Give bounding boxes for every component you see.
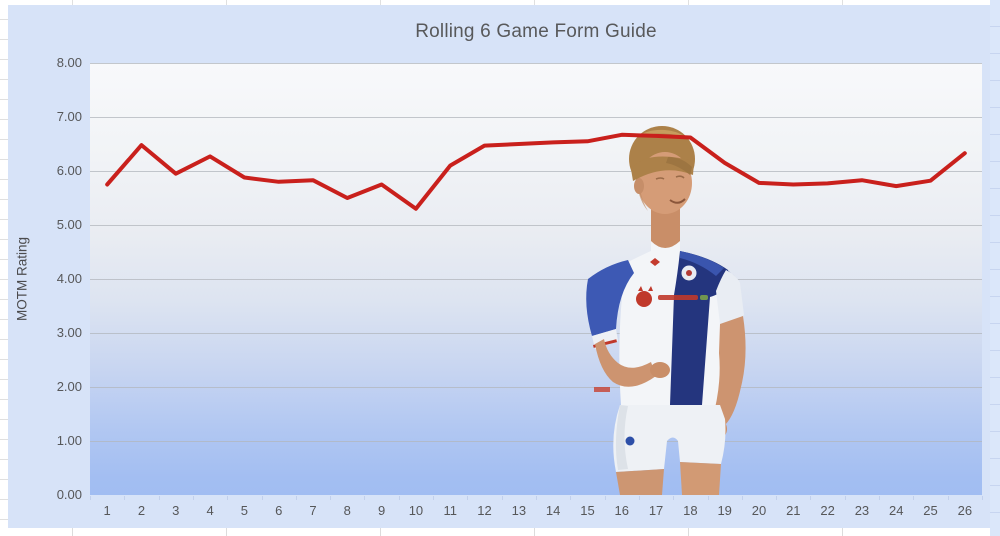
y-axis-tick-label: 4.00 xyxy=(56,271,82,286)
x-axis-tick-mark xyxy=(227,496,229,500)
x-axis-tick-label: 19 xyxy=(717,503,732,518)
x-axis-tick-label: 4 xyxy=(206,503,214,518)
x-axis-tick-label: 16 xyxy=(614,503,629,518)
x-axis-tick-label: 26 xyxy=(957,503,973,518)
x-axis-tick-label: 3 xyxy=(172,503,180,518)
x-axis-tick-mark xyxy=(467,496,469,500)
x-axis-tick-mark xyxy=(192,496,194,500)
x-axis-tick-label: 15 xyxy=(580,503,595,518)
x-axis-tick-label: 11 xyxy=(443,503,457,518)
x-axis-tick-mark xyxy=(741,496,743,500)
gridline xyxy=(90,279,982,280)
x-axis-tick-label: 7 xyxy=(309,503,317,518)
y-axis-tick-label: 2.00 xyxy=(56,379,82,394)
x-axis-tick-mark xyxy=(604,496,606,500)
x-axis-tick-mark xyxy=(879,496,881,500)
x-axis-tick-label: 10 xyxy=(408,503,424,518)
x-axis-tick-mark xyxy=(261,496,263,500)
x-axis-tick-mark xyxy=(673,496,675,500)
x-axis-tick-label: 24 xyxy=(888,503,904,518)
spreadsheet-left-cells[interactable] xyxy=(0,0,8,536)
x-axis-tick-label: 21 xyxy=(786,503,801,518)
x-axis-tick-label: 14 xyxy=(545,503,561,518)
spreadsheet-top-cells[interactable] xyxy=(0,0,1000,5)
y-axis-tick-label: 3.00 xyxy=(56,325,82,340)
x-axis-tick-mark xyxy=(124,496,126,500)
x-axis-tick-mark xyxy=(570,496,572,500)
gridline xyxy=(90,225,982,226)
x-axis-tick-mark xyxy=(707,496,709,500)
y-axis-title: MOTM Rating xyxy=(14,237,30,322)
x-axis-tick-label: 9 xyxy=(377,503,386,518)
x-axis-tick-label: 8 xyxy=(343,503,351,518)
y-axis-tick-label: 0.00 xyxy=(56,487,82,502)
y-axis-tick-label: 6.00 xyxy=(56,163,82,178)
gridline xyxy=(90,387,982,388)
x-axis-tick-mark xyxy=(295,496,297,500)
x-axis-tick-mark xyxy=(90,496,91,500)
x-axis-tick-label: 5 xyxy=(240,503,248,518)
y-axis-tick-label: 5.00 xyxy=(56,217,82,232)
x-axis-tick-label: 25 xyxy=(923,503,938,518)
x-axis-tick-mark xyxy=(913,496,915,500)
x-axis-tick-label: 2 xyxy=(137,503,146,518)
x-axis-tick-label: 22 xyxy=(820,503,835,518)
x-axis-tick-mark xyxy=(501,496,503,500)
y-axis-tick-label: 8.00 xyxy=(56,55,82,70)
x-axis-tick-mark xyxy=(536,496,537,500)
x-axis-tick-label: 1 xyxy=(103,503,111,518)
x-axis-tick-mark xyxy=(810,496,812,500)
chart-title: Rolling 6 Game Form Guide xyxy=(415,21,657,42)
x-axis-tick-label: 13 xyxy=(511,503,527,518)
plot-area xyxy=(90,63,982,495)
chart[interactable]: Rolling 6 Game Form Guide MOTM Rating xyxy=(8,5,990,528)
x-axis-tick-mark xyxy=(844,496,846,500)
gridline xyxy=(90,333,982,334)
y-axis-tick-label: 1.00 xyxy=(56,433,82,448)
x-axis-tick-mark xyxy=(330,496,332,500)
x-axis-tick-mark xyxy=(398,496,400,500)
gridline xyxy=(90,441,982,442)
x-axis-tick-mark xyxy=(638,496,640,500)
x-axis-tick-mark xyxy=(364,496,366,500)
gridline xyxy=(90,117,982,118)
x-axis-tick-label: 20 xyxy=(751,503,767,518)
spreadsheet-bottom-cells[interactable] xyxy=(0,528,1000,536)
gridline xyxy=(90,171,982,172)
player-photo xyxy=(586,126,746,495)
spreadsheet-right-cells[interactable] xyxy=(990,0,1000,536)
x-axis-tick-mark xyxy=(776,496,778,500)
x-axis-tick-label: 18 xyxy=(683,503,698,518)
x-axis-tick-label: 23 xyxy=(854,503,870,518)
x-axis-tick-mark xyxy=(947,496,949,500)
x-axis-tick-label: 12 xyxy=(477,503,492,518)
x-axis-tick-mark xyxy=(158,496,160,500)
x-axis-tick-label: 17 xyxy=(648,503,664,518)
x-axis-tick-mark xyxy=(982,496,983,500)
gridline xyxy=(90,63,982,64)
x-axis-tick-mark xyxy=(433,496,435,500)
y-axis-tick-label: 7.00 xyxy=(56,109,82,124)
form-line-series xyxy=(105,132,967,211)
x-axis-tick-label: 6 xyxy=(275,503,283,518)
